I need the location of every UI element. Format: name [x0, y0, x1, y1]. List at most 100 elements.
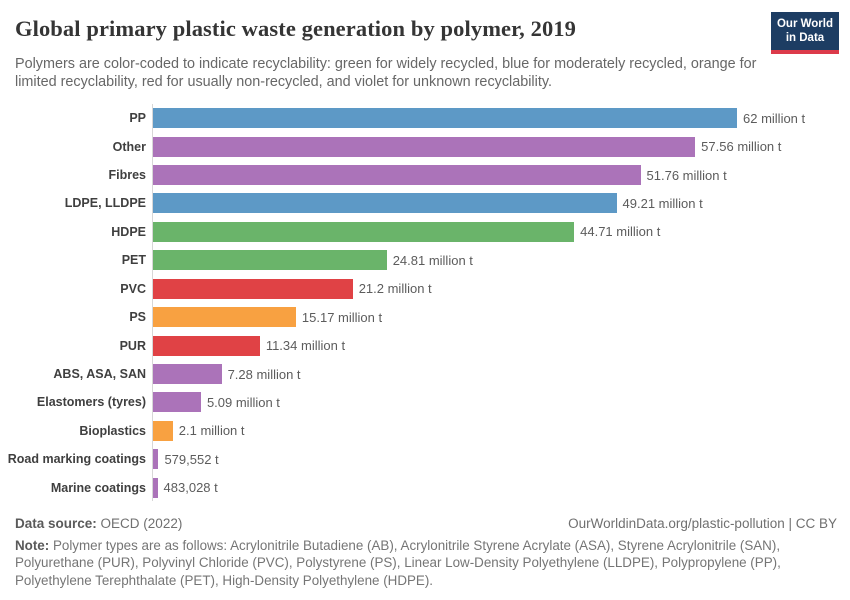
category-label: PVC — [15, 282, 152, 296]
owid-logo-line2: in Data — [785, 31, 825, 44]
bar-chart: PP 62 million t Other 57.56 million t Fibres… — [0, 104, 850, 502]
data-source-label: Data source: — [15, 516, 97, 531]
attribution-link[interactable]: OurWorldinData.org/plastic-pollution | C… — [568, 516, 837, 531]
category-label-text: PP — [129, 111, 146, 126]
category-label: Bioplastics — [15, 424, 152, 438]
value-label: 5.09 million t — [206, 394, 280, 410]
bar-row: Elastomers (tyres) 5.09 million t — [15, 388, 843, 416]
bar-row: PET 24.81 million t — [15, 246, 843, 274]
source-row: Data source: OECD (2022) OurWorldinData.… — [15, 516, 837, 531]
bar[interactable] — [153, 307, 296, 328]
category-label: Fibres — [15, 168, 152, 182]
category-label-text: PS — [129, 310, 146, 325]
bar-track: 51.76 million t — [152, 165, 737, 186]
value-label: 579,552 t — [164, 451, 219, 467]
value-label: 2.1 million t — [178, 423, 245, 439]
category-label-text: ABS, ASA, SAN — [53, 367, 146, 381]
bar[interactable] — [153, 449, 159, 470]
bar-row: Bioplastics 2.1 million t — [15, 417, 843, 445]
bar[interactable] — [153, 392, 201, 413]
category-label: ABS, ASA, SAN — [15, 367, 152, 381]
category-label: PET — [15, 253, 152, 267]
bar[interactable] — [153, 193, 617, 214]
category-label: Road marking coatings — [8, 452, 152, 466]
bar-row: Marine coatings 483,028 t — [15, 473, 843, 501]
bar-track: 2.1 million t — [152, 420, 737, 441]
bar[interactable] — [153, 221, 575, 242]
value-label: 21.2 million t — [358, 281, 432, 297]
bar-row: PVC 21.2 million t — [15, 275, 843, 303]
category-label-text: HDPE — [111, 224, 146, 239]
bar[interactable] — [153, 165, 641, 186]
bar-row: Fibres 51.76 million t — [15, 161, 843, 189]
bar-track: 11.34 million t — [152, 335, 737, 356]
value-label: 15.17 million t — [301, 309, 383, 325]
bar-track: 21.2 million t — [152, 278, 737, 299]
y-axis-line — [152, 104, 153, 501]
page-title: Global primary plastic waste generation … — [15, 16, 576, 41]
bar-row: PUR 11.34 million t — [15, 331, 843, 359]
note-label: Note: — [15, 538, 50, 553]
bar-track: 483,028 t — [152, 477, 737, 498]
value-label: 44.71 million t — [580, 224, 661, 240]
category-label-text: PUR — [119, 338, 146, 353]
bar-track: 62 million t — [152, 108, 805, 129]
bar-track: 15.17 million t — [152, 307, 737, 328]
note-text: Polymer types are as follows: Acrylonitr… — [15, 538, 781, 588]
category-label: PP — [15, 111, 152, 125]
chart-footer: Data source: OECD (2022) OurWorldinData.… — [15, 516, 837, 589]
bar-row: Road marking coatings 579,552 t — [8, 445, 843, 473]
bar-track: 579,552 t — [152, 449, 737, 470]
category-label-text: LDPE, LLDPE — [64, 196, 146, 211]
bar[interactable] — [153, 250, 387, 271]
bar-row: LDPE, LLDPE 49.21 million t — [15, 189, 843, 217]
value-label: 24.81 million t — [392, 252, 473, 268]
bar[interactable] — [153, 108, 737, 129]
category-label-text: PET — [121, 253, 146, 268]
category-label: Marine coatings — [15, 481, 152, 495]
note: Note: Polymer types are as follows: Acry… — [15, 537, 830, 589]
data-source: Data source: OECD (2022) — [15, 516, 182, 531]
category-label-text: Fibres — [108, 168, 146, 183]
category-label-text: Elastomers (tyres) — [36, 395, 146, 410]
bar[interactable] — [153, 136, 696, 157]
category-label: PS — [15, 310, 152, 324]
value-label: 483,028 t — [163, 480, 218, 496]
bar-track: 24.81 million t — [152, 250, 737, 271]
data-source-value: OECD (2022) — [100, 516, 183, 531]
category-label: Elastomers (tyres) — [15, 395, 152, 409]
bar-track: 5.09 million t — [152, 392, 737, 413]
bar-track: 44.71 million t — [152, 221, 737, 242]
bar-track: 7.28 million t — [152, 364, 737, 384]
bar-rows: PP 62 million t Other 57.56 million t Fibres… — [8, 104, 843, 502]
value-label: 11.34 million t — [265, 338, 346, 354]
bar-track: 49.21 million t — [152, 193, 737, 214]
bar[interactable] — [153, 278, 353, 299]
bar[interactable] — [153, 477, 158, 498]
bar-track: 57.56 million t — [152, 136, 781, 157]
bar[interactable] — [153, 364, 222, 384]
category-label-text: Other — [112, 139, 146, 154]
chart-subtitle: Polymers are color-coded to indicate rec… — [15, 56, 757, 90]
value-label: 7.28 million t — [227, 366, 301, 382]
category-label-text: Marine coatings — [50, 480, 146, 495]
category-label: HDPE — [15, 225, 152, 239]
bar-row: ABS, ASA, SAN 7.28 million t — [15, 360, 843, 388]
value-label: 51.76 million t — [646, 167, 727, 183]
category-label-text: Bioplastics — [79, 423, 146, 438]
bar-row: HDPE 44.71 million t — [15, 218, 843, 246]
value-label: 49.21 million t — [622, 195, 703, 211]
bar[interactable] — [153, 335, 260, 356]
category-label: Other — [15, 140, 152, 154]
bar-row: Other 57.56 million t — [15, 132, 843, 160]
value-label: 57.56 million t — [701, 139, 782, 155]
category-label: PUR — [15, 339, 152, 353]
owid-logo-line1: Our World — [776, 18, 833, 30]
bar[interactable] — [153, 420, 173, 441]
category-label-text: Road marking coatings — [7, 452, 146, 467]
bar-row: PP 62 million t — [15, 104, 843, 132]
owid-logo[interactable]: Our World in Data — [771, 12, 839, 54]
value-label: 62 million t — [743, 110, 806, 126]
bar-row: PS 15.17 million t — [15, 303, 843, 331]
